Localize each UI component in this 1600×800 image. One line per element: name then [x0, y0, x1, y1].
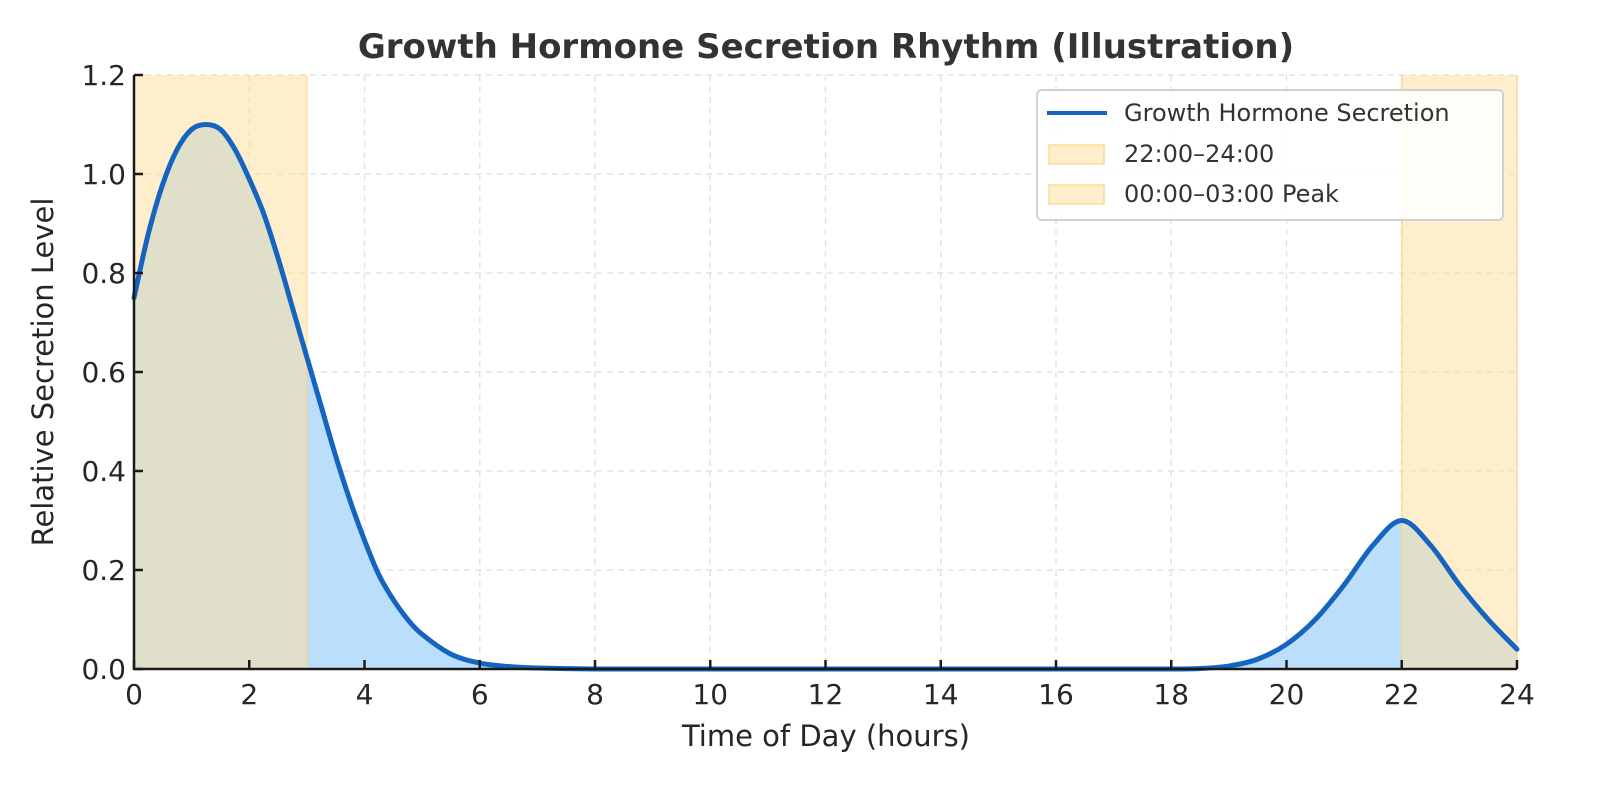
y-tick-label: 0.8 — [81, 257, 126, 290]
shaded-region — [134, 75, 307, 669]
series-line — [131, 122, 1520, 672]
x-tick-label: 14 — [923, 678, 959, 711]
legend-box — [1036, 89, 1504, 221]
y-tick-label: 0.4 — [81, 455, 126, 488]
legend-entry-evening: 22:00–24:00 — [1124, 140, 1274, 168]
x-tick-label: 6 — [471, 678, 489, 711]
legend: Growth Hormone Secretion 22:00–24:00 00:… — [1036, 89, 1504, 221]
x-tick-label: 20 — [1269, 678, 1305, 711]
x-tick-label: 2 — [240, 678, 258, 711]
legend-swatch-peak — [1048, 184, 1105, 205]
x-tick-label: 18 — [1153, 678, 1189, 711]
y-tick-label: 0.0 — [81, 653, 126, 686]
x-tick-label: 10 — [692, 678, 728, 711]
legend-entry-peak: 00:00–03:00 Peak — [1124, 180, 1339, 208]
y-tick-label: 0.6 — [81, 356, 126, 389]
x-tick-label: 22 — [1384, 678, 1420, 711]
y-axis-ticks: 0.0 0.2 0.4 0.6 0.8 1.0 1.2 — [81, 59, 143, 686]
y-tick-label: 1.0 — [81, 158, 126, 191]
legend-swatch-evening — [1048, 144, 1105, 165]
y-axis-label: Relative Secretion Level — [26, 198, 60, 547]
chart-title: Growth Hormone Secretion Rhythm (Illustr… — [358, 27, 1294, 67]
y-tick-label: 1.2 — [81, 59, 126, 92]
x-tick-label: 4 — [356, 678, 374, 711]
legend-entry-series: Growth Hormone Secretion — [1124, 99, 1450, 127]
x-tick-label: 16 — [1038, 678, 1074, 711]
x-tick-label: 12 — [808, 678, 844, 711]
y-tick-label: 0.2 — [81, 554, 126, 587]
x-tick-label: 0 — [125, 678, 143, 711]
x-tick-label: 24 — [1499, 678, 1535, 711]
x-tick-label: 8 — [586, 678, 604, 711]
x-axis-ticks: 0 2 4 6 8 10 12 14 16 18 20 22 24 — [125, 660, 1535, 711]
x-axis-label: Time of Day (hours) — [681, 719, 970, 753]
